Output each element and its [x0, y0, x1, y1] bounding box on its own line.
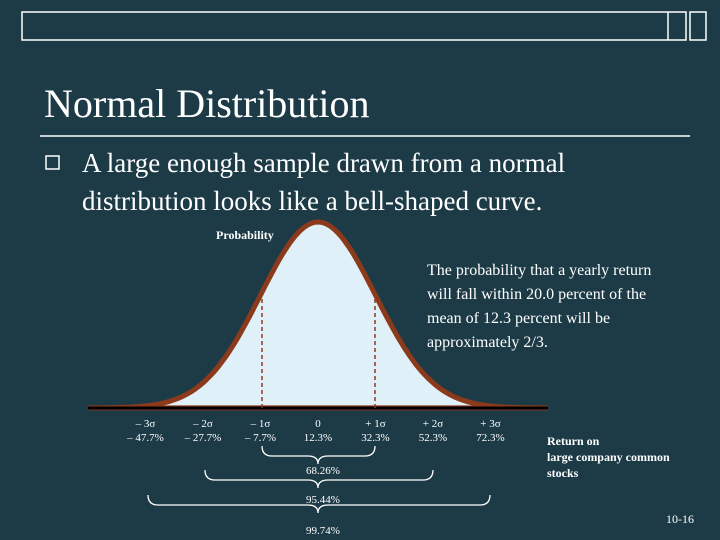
return-label: 32.3%	[361, 432, 389, 444]
annotation: will fall within 20.0 percent of the	[427, 286, 646, 303]
annotation: approximately 2/3.	[427, 334, 548, 351]
sigma-label: + 1σ	[365, 418, 385, 430]
x-axis-label: large company common	[547, 450, 670, 464]
bullet-text: A large enough sample drawn from a norma…	[82, 148, 565, 178]
return-label: 52.3%	[419, 432, 447, 444]
return-label: – 27.7%	[184, 432, 222, 444]
range-label: 68.26%	[306, 465, 340, 477]
sigma-label: – 3σ	[135, 418, 156, 430]
x-axis-label: stocks	[547, 466, 579, 480]
braces	[147, 445, 491, 514]
annotation: The probability that a yearly return	[427, 262, 651, 279]
bullet-icon	[45, 155, 60, 170]
sigma-label: + 3σ	[480, 418, 500, 430]
range-label: 99.74%	[306, 525, 340, 537]
top-bar	[21, 11, 707, 41]
y-axis-label: Probability	[216, 228, 274, 242]
range-label: 95.44%	[306, 494, 340, 506]
sigma-label: – 2σ	[192, 418, 213, 430]
bell-curve-diagram	[88, 219, 548, 514]
sigma-label: – 1σ	[250, 418, 271, 430]
return-label: 12.3%	[304, 432, 332, 444]
bullet-text: distribution looks like a bell-shaped cu…	[82, 186, 542, 216]
slide-title: Normal Distribution	[44, 81, 370, 126]
return-label: 72.3%	[476, 432, 504, 444]
sigma-label: + 2σ	[423, 418, 443, 430]
return-label: – 7.7%	[244, 432, 276, 444]
annotation: mean of 12.3 percent will be	[427, 310, 610, 327]
page-number: 10-16	[666, 512, 694, 526]
x-axis-label: Return on	[547, 434, 600, 448]
bell-curve	[88, 219, 548, 411]
return-label: – 47.7%	[126, 432, 164, 444]
sigma-label: 0	[315, 418, 321, 430]
